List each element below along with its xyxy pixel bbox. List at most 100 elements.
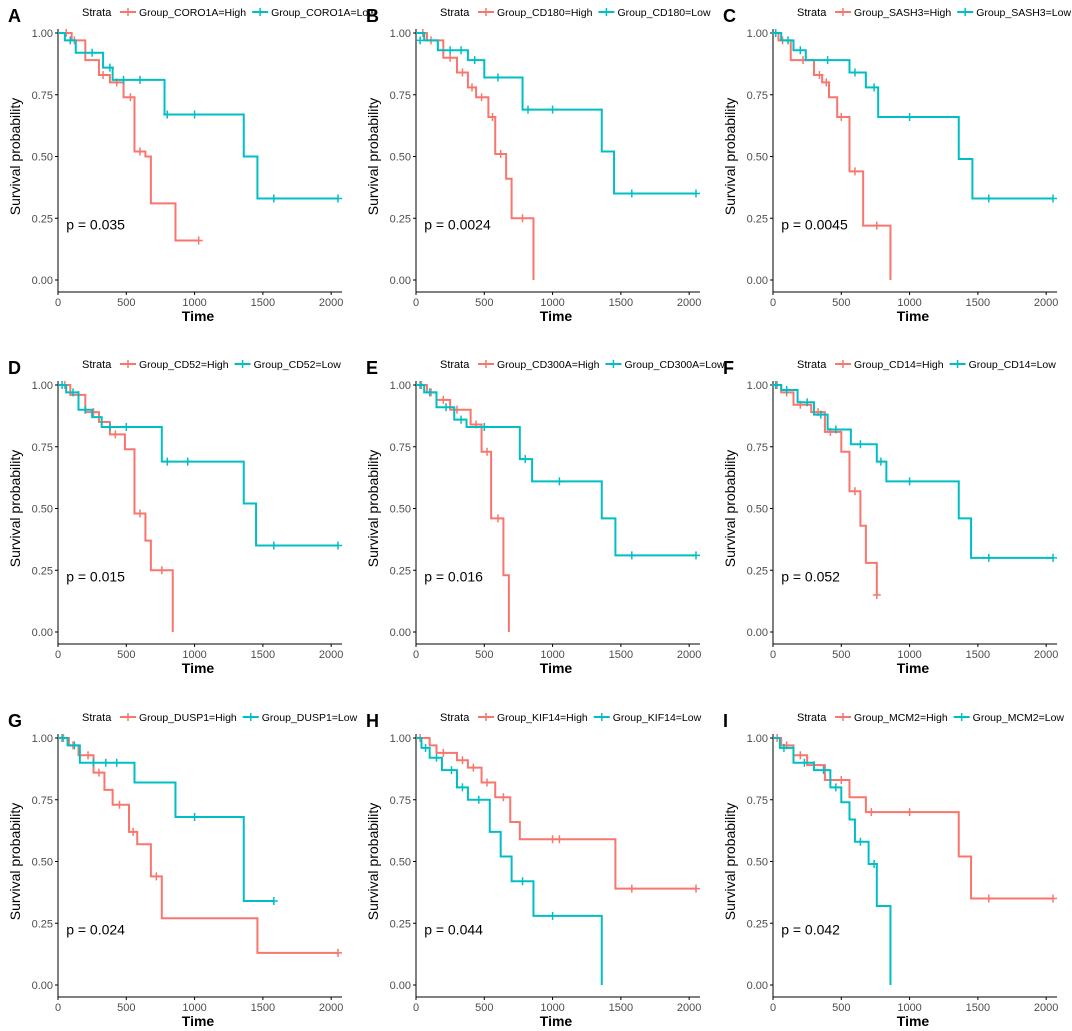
censor-mark-low: [334, 541, 342, 550]
km-panel-a: A Strata Group_CORO1A=High Group_CORO1A=Low…: [0, 0, 376, 326]
y-axis-title: Survival probability: [722, 98, 738, 216]
censor-mark-low: [905, 477, 914, 486]
km-panel-d: D Strata Group_CD52=High Group_CD52=Low 0.00…: [0, 352, 357, 678]
panel-label: E: [366, 358, 378, 378]
censor-mark-low: [457, 46, 466, 55]
x-tick-label: 1500: [966, 649, 990, 661]
censor-mark-high: [111, 430, 120, 439]
censor-mark-low: [446, 46, 455, 55]
censor-mark-high: [94, 768, 103, 777]
censor-mark-low: [984, 553, 993, 562]
y-tick-label: 1.00: [32, 380, 53, 392]
censor-mark-low: [421, 743, 430, 752]
axes: 0.00 0.25 0.50 0.75 1.00 0 500 1000 1500 2000 Time…: [365, 733, 701, 1029]
x-tick-label: 1000: [897, 1002, 921, 1014]
legend-entry-low: Group_CD300A=Low: [624, 359, 725, 371]
x-tick-label: 500: [475, 297, 493, 309]
km-panel-f: F Strata Group_CD14=High Group_CD14=Low 0.00…: [715, 352, 1072, 678]
axes: 0.00 0.25 0.50 0.75 1.00 0 500 1000 1500 2000 Time…: [722, 380, 1058, 676]
censor-mark-high: [129, 827, 138, 836]
survival-curve-high: [416, 384, 510, 632]
legend-title: Strata: [797, 7, 827, 19]
x-tick-label: 0: [55, 297, 61, 309]
x-axis-title: Time: [540, 1013, 573, 1029]
censor-mark-low: [493, 73, 502, 82]
y-tick-label: 1.00: [390, 733, 411, 745]
legend-title: Strata: [82, 359, 112, 371]
panel-label: B: [366, 6, 379, 26]
censor-mark-low: [480, 422, 489, 431]
legend-title: Strata: [82, 7, 112, 19]
censor-mark-low: [447, 766, 456, 775]
legend-key-low: [949, 360, 966, 368]
censor-mark-low: [474, 795, 483, 804]
y-tick-label: 0.50: [32, 857, 53, 869]
censor-mark-high: [984, 894, 993, 903]
p-value: p = 0.015: [66, 568, 125, 584]
censor-mark-high: [458, 756, 467, 765]
censor-mark-high: [89, 408, 98, 417]
y-tick-label: 0.75: [390, 795, 411, 807]
censor-mark-low: [771, 29, 780, 37]
x-tick-label: 1500: [251, 649, 275, 661]
y-tick-label: 0.25: [390, 918, 411, 930]
censor-mark-high: [548, 835, 557, 844]
censor-mark-low: [1049, 194, 1057, 203]
p-value: p = 0.024: [66, 921, 125, 937]
censor-mark-low: [831, 783, 840, 792]
censor-mark-low: [470, 56, 479, 65]
x-tick-label: 2000: [677, 649, 701, 661]
censor-mark-low: [442, 403, 451, 412]
x-tick-label: 0: [770, 1002, 776, 1014]
x-tick-label: 0: [770, 649, 776, 661]
censor-mark-low: [771, 381, 780, 389]
x-tick-label: 500: [117, 1002, 135, 1014]
y-tick-label: 0.25: [32, 213, 53, 225]
censor-mark-low: [66, 36, 75, 45]
legend: Strata Group_CD180=High Group_CD180=Low: [440, 7, 711, 19]
censor-mark-low: [416, 36, 425, 45]
x-axis-title: Time: [897, 660, 930, 676]
censor-mark-low: [122, 422, 131, 431]
panel-label: G: [8, 711, 22, 731]
legend-key-low: [242, 713, 259, 721]
km-plot-f: F Strata Group_CD14=High Group_CD14=Low 0.00…: [722, 358, 1058, 676]
x-axis-title: Time: [540, 308, 573, 324]
km-plot-g: G Strata Group_DUSP1=High Group_DUSP1=Low 0.…: [7, 711, 358, 1029]
censor-mark-low: [269, 897, 278, 906]
legend-key-high: [120, 360, 136, 368]
censor-mark-low: [823, 56, 832, 65]
x-tick-label: 2000: [1034, 649, 1058, 661]
x-tick-label: 0: [413, 649, 419, 661]
censor-mark-low: [816, 410, 825, 419]
legend-title: Strata: [440, 359, 470, 371]
censor-mark-low: [432, 753, 441, 762]
x-tick-label: 1000: [897, 297, 921, 309]
censor-mark-low: [457, 415, 466, 424]
legend-key-high: [478, 8, 494, 16]
axes: 0.00 0.25 0.50 0.75 1.00 0 500 1000 1500 2000 Time…: [365, 380, 701, 676]
x-tick-label: 2000: [319, 649, 343, 661]
censor-mark-low: [425, 388, 434, 397]
censor-mark-low: [870, 859, 879, 868]
x-tick-label: 1500: [609, 649, 633, 661]
km-plot-d: D Strata Group_CD52=High Group_CD52=Low 0.00…: [7, 358, 343, 676]
censor-mark-low: [876, 457, 885, 466]
censor-mark-high: [458, 68, 467, 77]
x-tick-label: 0: [413, 297, 419, 309]
censor-mark-low: [819, 766, 828, 775]
legend-key-low: [252, 8, 269, 16]
censor-mark-low: [163, 110, 172, 119]
y-tick-label: 0.75: [390, 90, 411, 102]
censor-mark-high: [152, 872, 161, 881]
censor-mark-low: [627, 189, 636, 198]
censor-mark-high: [850, 167, 859, 176]
x-axis-title: Time: [540, 660, 573, 676]
x-axis-title: Time: [182, 660, 215, 676]
y-axis-title: Survival probability: [722, 450, 738, 568]
legend-key-high: [478, 360, 494, 368]
legend-entry-low: Group_CD14=Low: [969, 359, 1057, 371]
legend-key-high: [120, 8, 136, 16]
km-panel-h: H Strata Group_KIF14=High Group_KIF14=Low 0.…: [358, 705, 715, 1031]
censor-mark-low: [856, 837, 865, 846]
